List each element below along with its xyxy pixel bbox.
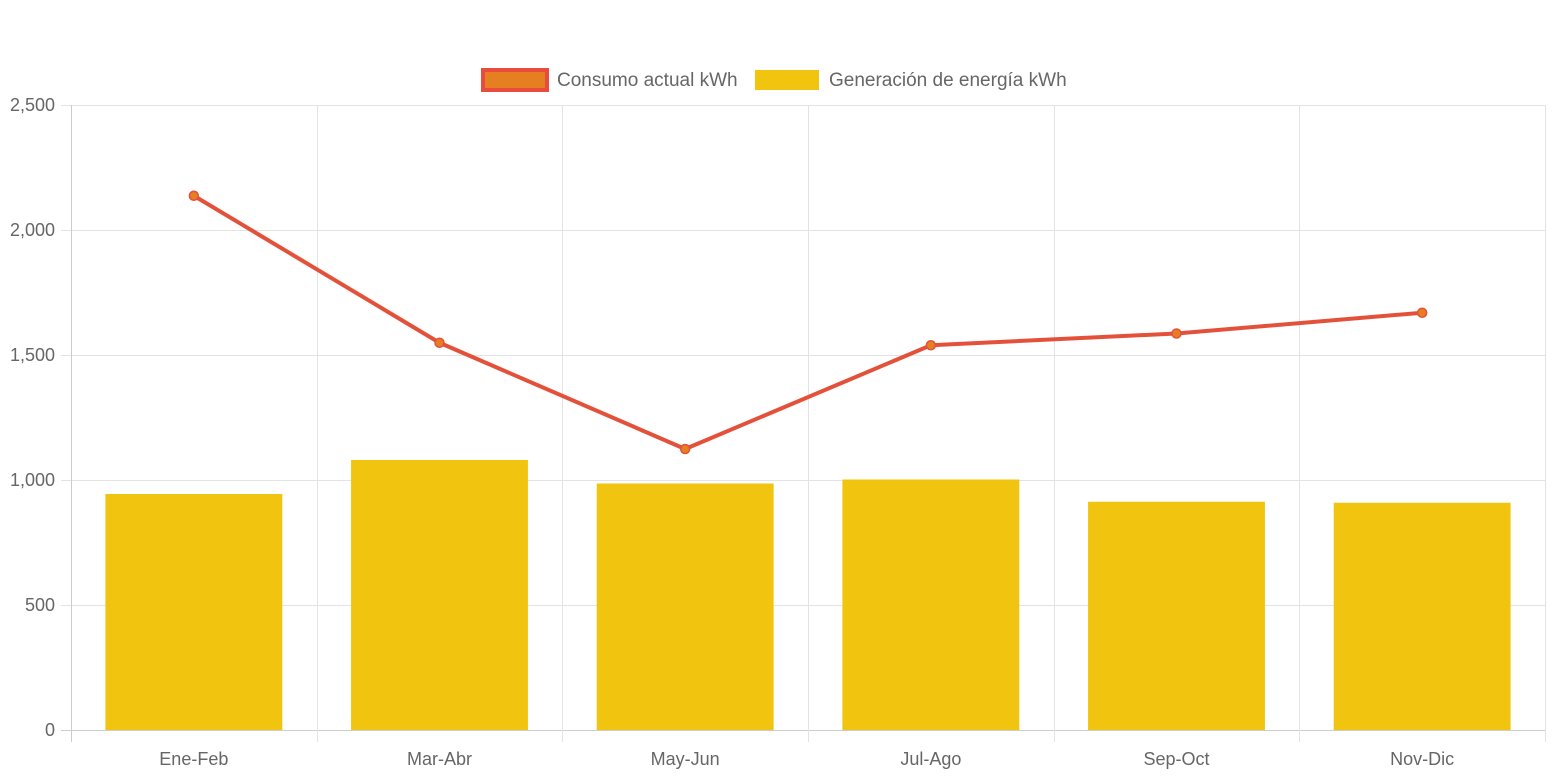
legend-label-consumo[interactable]: Consumo actual kWh <box>557 70 738 91</box>
y-tick-label: 2,000 <box>10 220 55 240</box>
y-tick-label: 2,500 <box>10 95 55 115</box>
x-tick-label: Mar-Abr <box>407 749 472 769</box>
legend-label-generacion[interactable]: Generación de energía kWh <box>829 70 1067 91</box>
x-tick-label: Ene-Feb <box>159 749 228 769</box>
legend: Consumo actual kWh Generación de energía… <box>481 68 1067 92</box>
bar-nov-dic <box>1333 502 1511 730</box>
consumo-point-sep-oct <box>1171 328 1182 339</box>
y-tick-label: 1,500 <box>10 345 55 365</box>
x-tick-label: Sep-Oct <box>1143 749 1209 769</box>
x-axis-labels: Ene-Feb Mar-Abr May-Jun Jul-Ago Sep-Oct … <box>159 749 1454 769</box>
legend-swatch-consumo[interactable] <box>481 68 549 92</box>
legend-swatch-generacion[interactable] <box>755 70 819 90</box>
consumo-point-nov-dic <box>1416 307 1428 318</box>
bar-mar-abr <box>351 460 528 730</box>
y-tick-label: 500 <box>25 595 55 615</box>
consumo-point-mar-abr <box>434 337 445 348</box>
x-tick-label: Nov-Dic <box>1390 749 1454 769</box>
bar-ene-feb <box>105 494 283 730</box>
consumo-point-jul-ago <box>925 340 937 351</box>
grid <box>61 105 1546 742</box>
y-tick-label: 1,000 <box>10 470 55 490</box>
bar-sep-oct <box>1088 501 1265 730</box>
bar-jul-ago <box>842 479 1020 730</box>
consumo-point-may-jun <box>679 443 691 455</box>
line-series-consumo <box>188 190 1428 455</box>
consumo-line <box>192 194 1423 451</box>
x-tick-label: May-Jun <box>651 749 720 769</box>
bar-series-generacion <box>105 460 1511 730</box>
bar-may-jun <box>596 483 774 730</box>
y-tick-label: 0 <box>45 720 55 740</box>
x-tick-label: Jul-Ago <box>900 749 961 769</box>
y-axis-labels: 0 500 1,000 1,500 2,000 2,500 <box>10 95 55 740</box>
consumo-point-ene-feb <box>188 190 200 201</box>
